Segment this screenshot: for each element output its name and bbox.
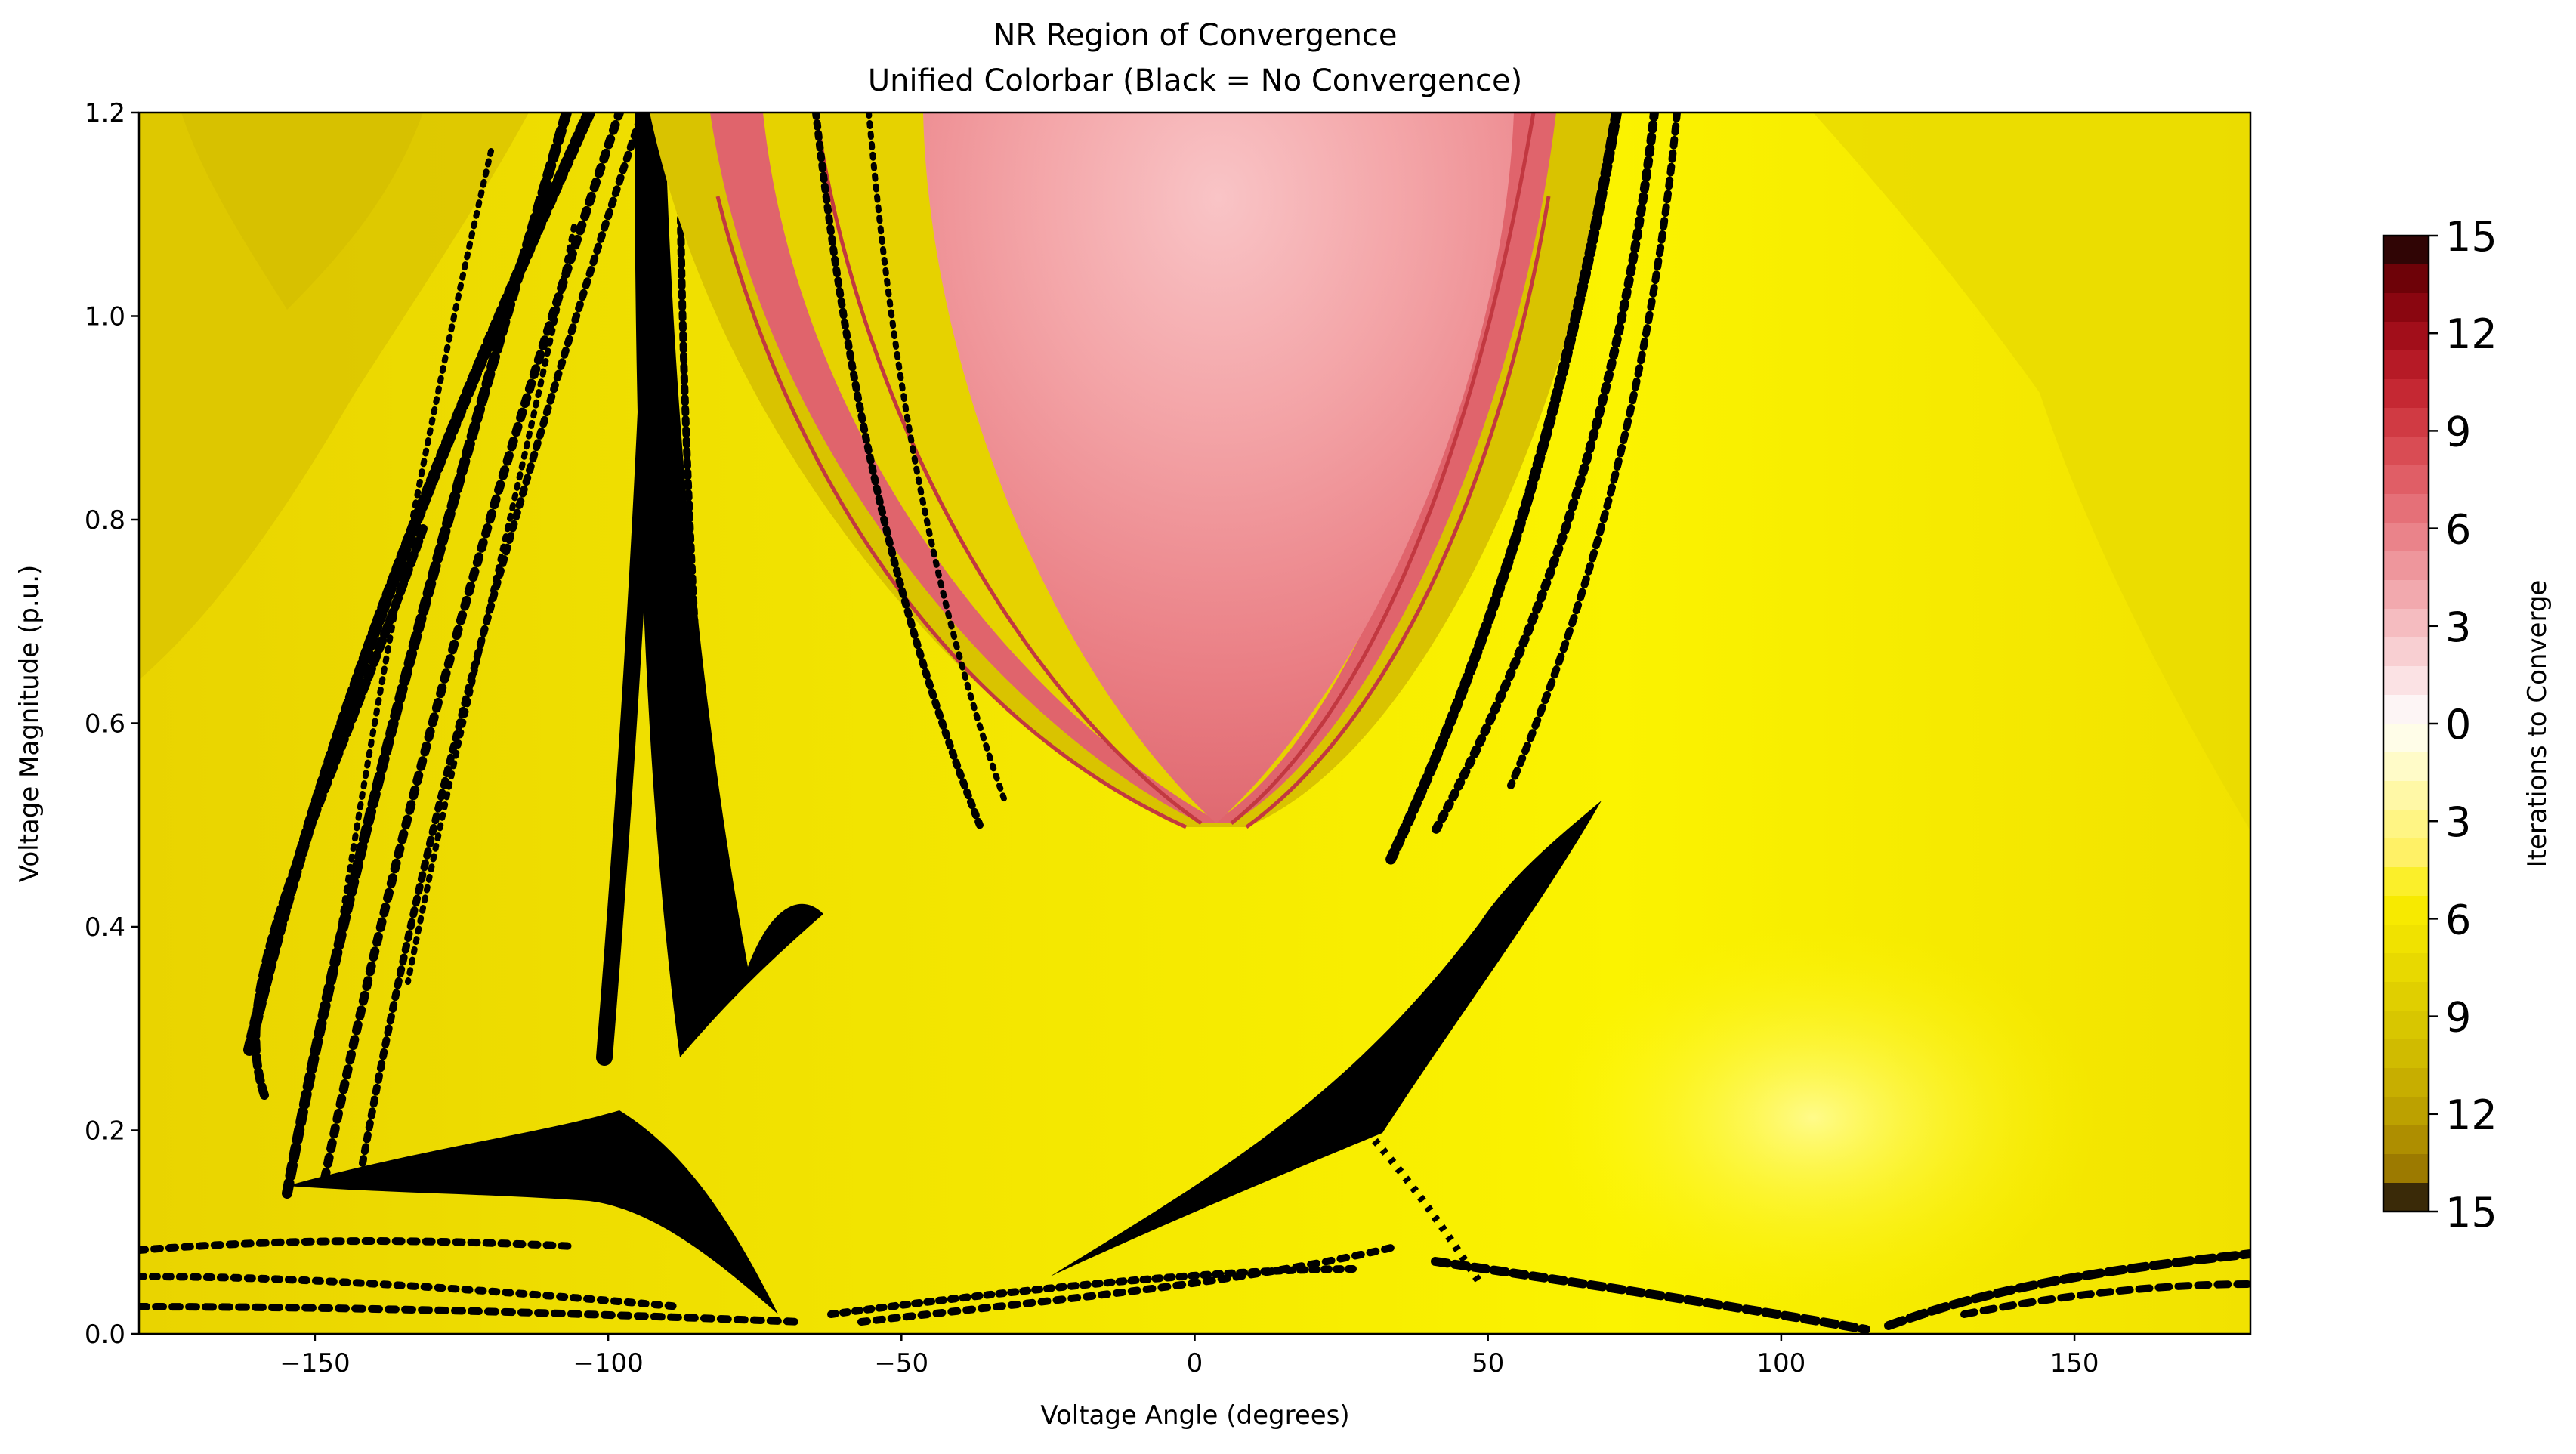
fractal-band-right bbox=[812, 113, 1681, 866]
colorbar-tick-label: 9 bbox=[2445, 994, 2471, 1042]
nonconvergence-wedge-right bbox=[1050, 801, 1602, 1276]
colorbar-segment bbox=[2383, 666, 2429, 696]
colorbar-segment bbox=[2383, 810, 2429, 839]
x-tick-label: 150 bbox=[2050, 1348, 2099, 1378]
colorbar-segment bbox=[2383, 465, 2429, 495]
colorbar-segment bbox=[2383, 695, 2429, 724]
x-tick-label: 100 bbox=[1756, 1348, 1805, 1378]
colorbar-segment bbox=[2383, 322, 2429, 351]
chart-title-line1: NR Region of Convergence bbox=[993, 18, 1397, 53]
colorbar-segment bbox=[2383, 1097, 2429, 1126]
colorbar-tick-label: 6 bbox=[2445, 896, 2471, 943]
colorbar-segment bbox=[2383, 724, 2429, 753]
colorbar-segment bbox=[2383, 408, 2429, 437]
pink-parabola bbox=[923, 113, 1514, 823]
x-tick-label: −150 bbox=[280, 1348, 350, 1378]
y-axis-label: Voltage Magnitude (p.u.) bbox=[14, 565, 45, 883]
colorbar-segment bbox=[2383, 838, 2429, 868]
colorbar-segment bbox=[2383, 637, 2429, 667]
fractal-band-bottom bbox=[139, 1237, 2250, 1334]
colorbar-tick-label: 12 bbox=[2445, 310, 2497, 358]
heatmap-area bbox=[139, 113, 2250, 1334]
colorbar-label: Iterations to Converge bbox=[2522, 580, 2553, 868]
colorbar-tick-label: 15 bbox=[2445, 213, 2497, 261]
colorbar-segment bbox=[2383, 523, 2429, 552]
colorbar-tick-label: 9 bbox=[2445, 408, 2471, 455]
colorbar: 15 12 9 6 3 0 3 6 9 12 15 bbox=[2382, 213, 2497, 1236]
colorbar-segment bbox=[2383, 264, 2429, 294]
ochre-region-right bbox=[1813, 113, 2250, 831]
y-tick-label: 0.6 bbox=[85, 709, 125, 739]
colorbar-segment bbox=[2383, 293, 2429, 323]
colorbar-segment bbox=[2383, 752, 2429, 782]
colorbar-segment bbox=[2383, 982, 2429, 1011]
colorbar-segment bbox=[2383, 350, 2429, 380]
x-axis-label: Voltage Angle (degrees) bbox=[1040, 1400, 1349, 1431]
chart-title-line2: Unified Colorbar (Black = No Convergence… bbox=[868, 63, 1522, 98]
colorbar-segment bbox=[2383, 551, 2429, 581]
y-axis: 0.0 0.2 0.4 0.6 0.8 1.0 1.2 bbox=[85, 98, 139, 1350]
bright-region-right bbox=[1526, 921, 2100, 1314]
colorbar-tick-label: 0 bbox=[2445, 701, 2471, 749]
colorbar-tick-label: 3 bbox=[2445, 798, 2471, 846]
colorbar-segment bbox=[2383, 1183, 2429, 1212]
y-tick-label: 1.2 bbox=[85, 98, 125, 128]
nonconvergence-wedge-left bbox=[287, 1110, 778, 1314]
colorbar-segment bbox=[2383, 236, 2429, 265]
colorbar-segment bbox=[2383, 609, 2429, 638]
x-axis: −150 −100 −50 0 50 100 150 bbox=[280, 1334, 2099, 1378]
colorbar-segment bbox=[2383, 494, 2429, 523]
colorbar-segment bbox=[2383, 1011, 2429, 1040]
y-tick-label: 0.0 bbox=[85, 1320, 125, 1350]
x-tick-label: −50 bbox=[874, 1348, 928, 1378]
colorbar-segment bbox=[2383, 781, 2429, 810]
colorbar-segment bbox=[2383, 867, 2429, 897]
ochre-region-top-left bbox=[181, 113, 423, 310]
colorbar-tick-label: 15 bbox=[2445, 1189, 2497, 1236]
x-tick-label: −100 bbox=[573, 1348, 643, 1378]
colorbar-segment bbox=[2383, 437, 2429, 466]
colorbar-tick-label: 6 bbox=[2445, 506, 2471, 554]
colorbar-segment bbox=[2383, 1039, 2429, 1069]
x-tick-label: 50 bbox=[1472, 1348, 1504, 1378]
colorbar-segment bbox=[2383, 896, 2429, 925]
pink-fringe-lines bbox=[715, 113, 1551, 829]
colorbar-segment bbox=[2383, 1154, 2429, 1184]
colorbar-tick-label: 12 bbox=[2445, 1091, 2497, 1139]
colorbar-segment bbox=[2383, 1068, 2429, 1097]
y-tick-label: 1.0 bbox=[85, 302, 125, 332]
colorbar-tick-label: 3 bbox=[2445, 604, 2471, 651]
y-tick-label: 0.2 bbox=[85, 1116, 125, 1147]
colorbar-segment bbox=[2383, 953, 2429, 983]
nonconvergence-streak-left bbox=[635, 113, 823, 1057]
y-tick-label: 0.8 bbox=[85, 505, 125, 536]
colorbar-segment bbox=[2383, 580, 2429, 610]
y-tick-label: 0.4 bbox=[85, 912, 125, 943]
colorbar-segment bbox=[2383, 1125, 2429, 1155]
colorbar-segment bbox=[2383, 379, 2429, 409]
ochre-region-left bbox=[139, 113, 529, 680]
x-tick-label: 0 bbox=[1187, 1348, 1203, 1378]
colorbar-segment bbox=[2383, 925, 2429, 954]
